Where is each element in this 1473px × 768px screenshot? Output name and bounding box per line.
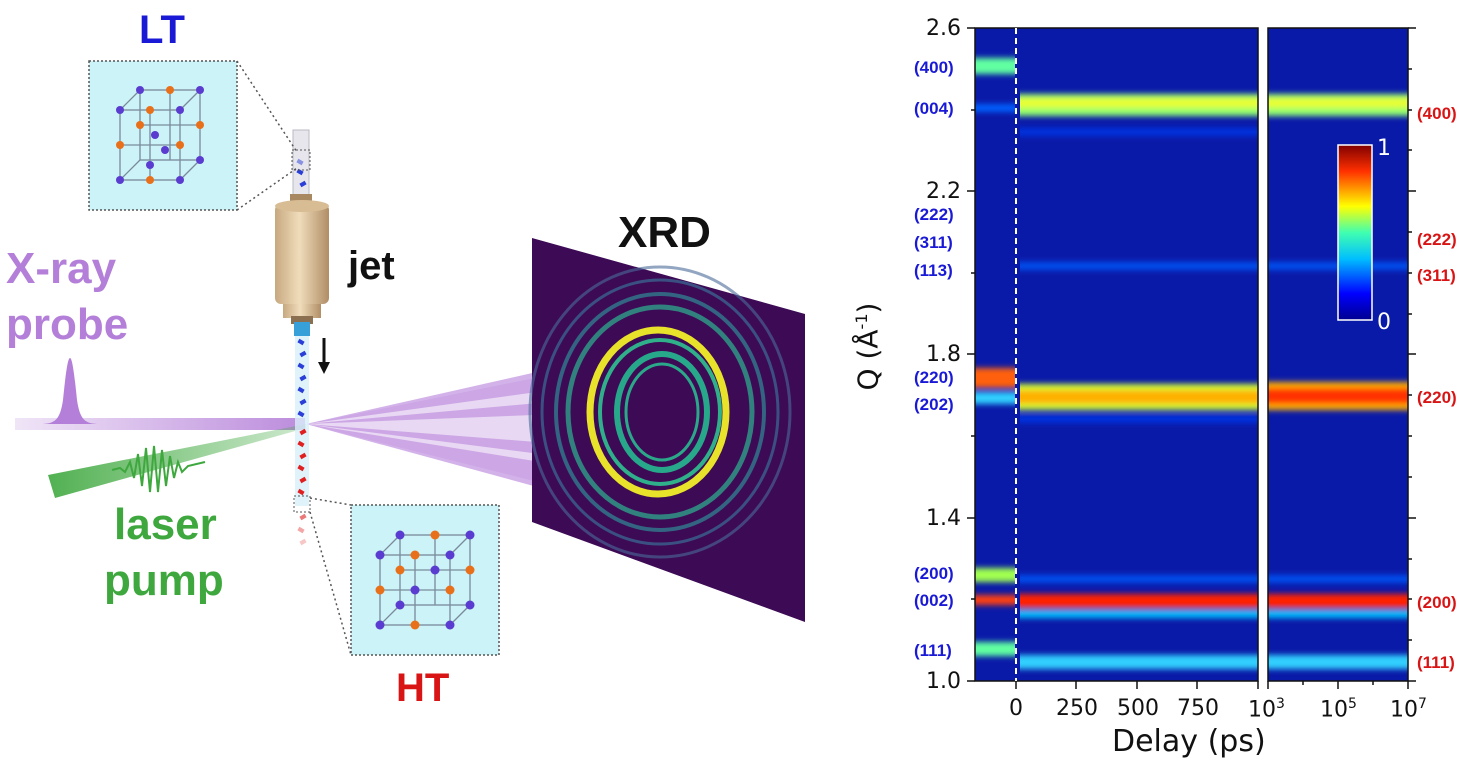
y-tick-label: 1.0 bbox=[926, 669, 961, 694]
colorbar-max-label: 1 bbox=[1377, 136, 1391, 161]
xrd-label: XRD bbox=[618, 208, 711, 257]
heatmap-left-panel bbox=[974, 27, 1259, 682]
x-tick-marks bbox=[1015, 681, 1409, 689]
jet-particles-ht bbox=[297, 428, 307, 546]
miller-label-left: (311) bbox=[914, 233, 953, 252]
y-tick-label: 2.6 bbox=[926, 16, 961, 41]
miller-label-left: (400) bbox=[914, 58, 954, 77]
lt-label: LT bbox=[139, 8, 185, 52]
flow-arrow-icon bbox=[318, 338, 330, 374]
miller-label-right: (220) bbox=[1417, 388, 1457, 407]
miller-label-right: (200) bbox=[1417, 593, 1457, 612]
experiment-schematic bbox=[15, 60, 805, 656]
colorbar bbox=[1337, 144, 1373, 321]
jet-base bbox=[283, 304, 321, 318]
miller-label-right: (111) bbox=[1417, 653, 1455, 672]
jet-tip bbox=[294, 322, 310, 336]
x-tick-label-log: 107 bbox=[1390, 696, 1427, 723]
miller-label-left: (004) bbox=[914, 99, 954, 118]
diffraction-rings bbox=[528, 265, 792, 559]
miller-label-left: (220) bbox=[914, 368, 954, 387]
laser-label-line1: laser bbox=[114, 500, 217, 549]
x-tick-label: 0 bbox=[1009, 696, 1023, 721]
miller-label-right: (400) bbox=[1417, 104, 1457, 123]
miller-label-left: (200) bbox=[914, 564, 954, 583]
miller-label-left: (111) bbox=[914, 641, 952, 660]
jet-body bbox=[275, 204, 329, 304]
miller-label-right: (222) bbox=[1417, 230, 1457, 249]
y-tick-label: 1.8 bbox=[926, 342, 961, 367]
laser-pulse-wave bbox=[111, 445, 206, 493]
jet-upper-tube bbox=[292, 129, 310, 201]
colorbar-min-label: 0 bbox=[1377, 310, 1391, 335]
miller-label-left: (222) bbox=[914, 205, 954, 224]
xray-beam bbox=[15, 418, 305, 430]
jet-particles-lt bbox=[297, 338, 307, 418]
xray-label-line1: X-ray bbox=[6, 244, 117, 293]
x-axis-label: Delay (ps) bbox=[1112, 724, 1266, 759]
y-tick-label: 1.4 bbox=[926, 506, 961, 531]
x-tick-label: 250 bbox=[1056, 696, 1098, 721]
heatmap-right-panel bbox=[1267, 27, 1409, 682]
miller-label-left: (113) bbox=[914, 261, 953, 280]
miller-label-left: (002) bbox=[914, 591, 954, 610]
heatmap-panel: 1 0 bbox=[967, 27, 1416, 689]
y-tick-label: 2.2 bbox=[926, 179, 961, 204]
x-tick-label: 500 bbox=[1117, 696, 1159, 721]
x-tick-label-log: 105 bbox=[1320, 696, 1357, 723]
x-tick-label-log: 103 bbox=[1248, 696, 1285, 723]
miller-label-left: (202) bbox=[914, 395, 954, 414]
xray-label-line2: probe bbox=[6, 300, 129, 349]
y-tick-marks bbox=[967, 27, 1416, 682]
laser-label-line2: pump bbox=[104, 556, 224, 605]
x-tick-label: 750 bbox=[1177, 696, 1219, 721]
laser-beam bbox=[48, 424, 306, 498]
xray-pulse-shape bbox=[40, 358, 100, 424]
ht-inset-box bbox=[350, 504, 500, 656]
ht-label: HT bbox=[396, 666, 450, 710]
lt-inset-box bbox=[88, 60, 238, 211]
jet-label: jet bbox=[348, 244, 395, 288]
y-axis-label: Q (Å-1) bbox=[851, 302, 885, 391]
miller-label-right: (311) bbox=[1417, 266, 1456, 285]
